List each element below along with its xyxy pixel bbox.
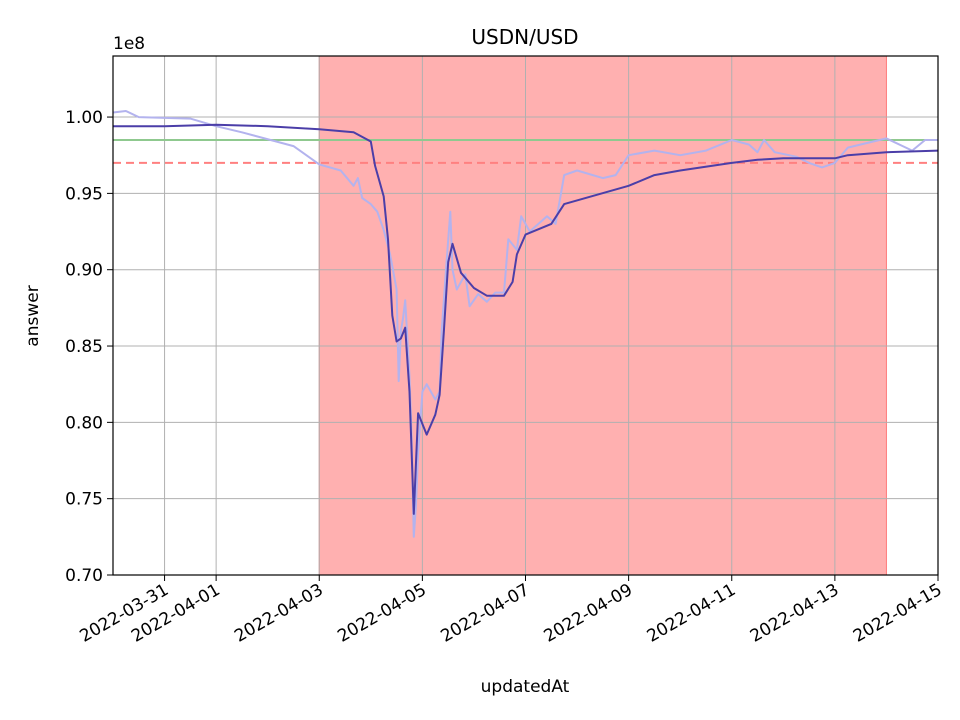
y-tick-label: 1.00 [65,108,103,128]
y-tick-label: 0.70 [65,566,103,586]
series-line-2 [113,123,939,515]
series-line-1 [112,110,938,538]
y-tick-label: 0.75 [65,490,103,510]
x-axis-label: updatedAt [481,677,570,697]
chart-title: USDN/USD [471,25,578,49]
y-tick-label: 0.80 [65,413,103,433]
y-tick-label: 0.85 [65,337,103,357]
y-tick-label: 0.90 [65,261,103,281]
y-offset-label: 1e8 [113,34,145,54]
y-axis-label: answer [23,285,43,346]
y-tick-label: 0.95 [65,184,103,204]
